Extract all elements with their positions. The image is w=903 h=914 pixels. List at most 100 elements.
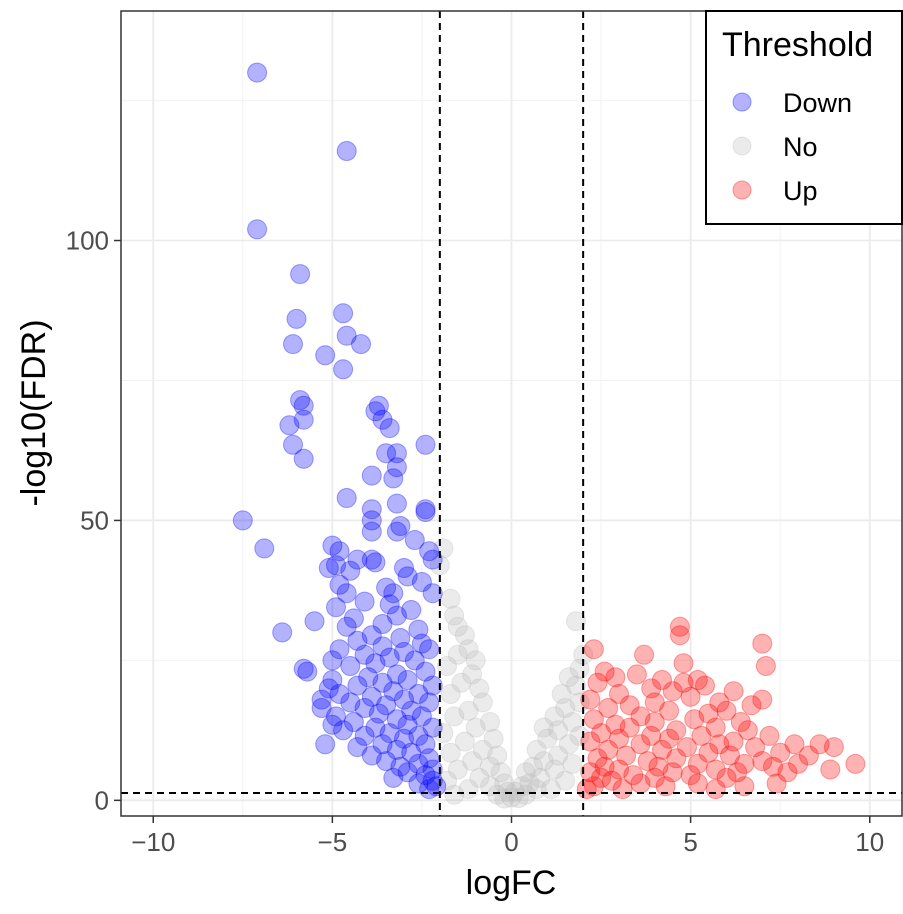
point-down bbox=[329, 684, 350, 704]
point-up bbox=[612, 779, 633, 800]
point-down bbox=[329, 639, 350, 660]
point-no bbox=[462, 751, 483, 772]
point-down bbox=[311, 689, 332, 710]
point-no bbox=[469, 678, 490, 699]
point-up bbox=[583, 776, 604, 797]
point-no bbox=[555, 770, 576, 791]
point-down bbox=[415, 434, 436, 455]
point-up bbox=[823, 737, 844, 758]
point-no bbox=[440, 742, 461, 763]
point-down bbox=[426, 776, 447, 797]
point-no bbox=[566, 675, 586, 696]
point-no bbox=[437, 656, 457, 676]
point-up bbox=[687, 773, 708, 794]
point-down bbox=[419, 692, 440, 713]
point-no bbox=[533, 751, 554, 772]
point-up bbox=[583, 639, 604, 660]
point-up bbox=[659, 700, 680, 721]
point-no bbox=[447, 644, 468, 665]
point-down bbox=[336, 141, 357, 161]
point-no bbox=[433, 538, 454, 559]
point-up bbox=[583, 709, 604, 730]
point-no bbox=[458, 639, 479, 660]
point-no bbox=[454, 625, 475, 646]
point-no bbox=[447, 616, 468, 637]
point-down bbox=[394, 728, 414, 749]
point-down bbox=[333, 359, 354, 380]
point-up bbox=[619, 695, 640, 716]
point-down bbox=[386, 457, 407, 478]
point-down bbox=[376, 443, 397, 464]
x-tick-label: −10 bbox=[131, 827, 175, 857]
point-no bbox=[562, 753, 583, 774]
point-down bbox=[422, 675, 443, 696]
point-down bbox=[397, 670, 418, 690]
point-no bbox=[487, 745, 508, 766]
point-up bbox=[687, 753, 708, 774]
point-down bbox=[247, 219, 268, 240]
point-down bbox=[415, 499, 436, 520]
point-up bbox=[580, 689, 601, 710]
point-down bbox=[311, 698, 332, 718]
point-up bbox=[734, 753, 755, 774]
point-no bbox=[465, 717, 486, 738]
point-down bbox=[347, 630, 368, 651]
point-up bbox=[680, 765, 701, 786]
point-up bbox=[752, 751, 773, 772]
point-down bbox=[394, 558, 414, 578]
point-down bbox=[290, 264, 311, 285]
point-down bbox=[354, 644, 375, 665]
point-down bbox=[293, 448, 314, 469]
point-no bbox=[544, 706, 565, 727]
point-no bbox=[490, 762, 511, 783]
point-no bbox=[569, 725, 590, 746]
point-up bbox=[666, 748, 687, 769]
point-down bbox=[322, 714, 343, 735]
legend-label-no: No bbox=[783, 132, 818, 162]
point-down bbox=[419, 748, 440, 769]
point-up bbox=[609, 684, 629, 704]
point-no bbox=[548, 720, 569, 741]
legend: Threshold Down No Up bbox=[705, 10, 903, 225]
point-down bbox=[304, 611, 325, 632]
point-down bbox=[361, 499, 382, 520]
point-up bbox=[734, 776, 755, 797]
point-no bbox=[569, 692, 590, 713]
point-down bbox=[368, 395, 389, 416]
point-down bbox=[322, 650, 343, 671]
point-up bbox=[623, 765, 644, 786]
point-down bbox=[326, 706, 346, 727]
point-up bbox=[723, 681, 744, 702]
point-down bbox=[372, 636, 393, 657]
point-down bbox=[293, 395, 314, 416]
grid-lines bbox=[121, 11, 902, 816]
point-no bbox=[551, 684, 572, 704]
legend-box bbox=[705, 10, 903, 225]
point-no bbox=[444, 605, 465, 626]
point-down bbox=[383, 583, 404, 604]
point-down bbox=[326, 597, 346, 618]
point-no bbox=[526, 739, 547, 760]
point-up bbox=[763, 756, 783, 777]
point-down bbox=[422, 717, 443, 738]
point-no bbox=[555, 698, 576, 718]
point-up bbox=[659, 728, 680, 749]
x-axis-title: logFC bbox=[466, 864, 557, 902]
point-down bbox=[379, 418, 400, 439]
legend-title: Threshold bbox=[722, 26, 873, 64]
point-down bbox=[361, 686, 382, 707]
point-up bbox=[788, 753, 809, 774]
point-down bbox=[329, 574, 350, 595]
point-up bbox=[684, 709, 705, 730]
point-up bbox=[652, 670, 672, 690]
point-down bbox=[232, 510, 253, 531]
point-down bbox=[376, 695, 397, 716]
point-up bbox=[741, 695, 762, 716]
point-no bbox=[537, 728, 558, 749]
point-up bbox=[644, 767, 665, 788]
point-up bbox=[587, 672, 608, 693]
point-no bbox=[569, 658, 590, 679]
point-no bbox=[530, 767, 551, 788]
point-up bbox=[755, 656, 776, 676]
point-down bbox=[422, 770, 443, 791]
